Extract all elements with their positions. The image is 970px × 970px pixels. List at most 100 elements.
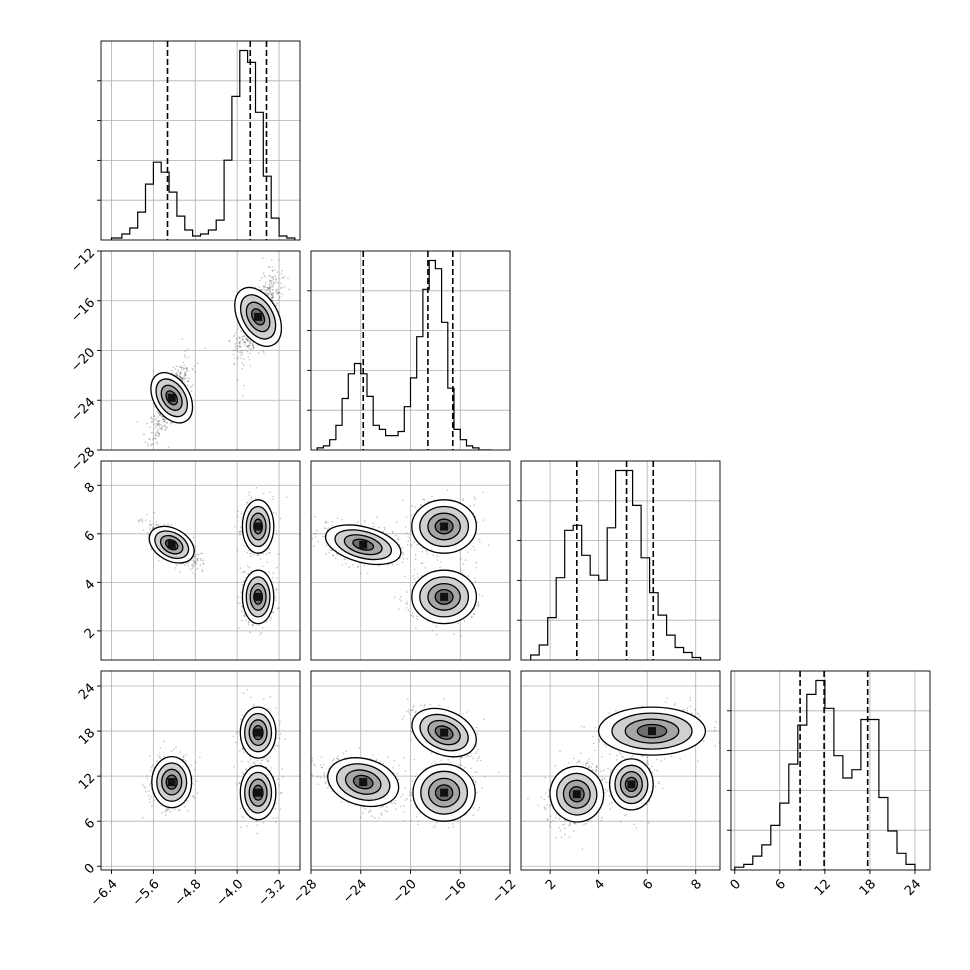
scatter-point — [414, 558, 417, 560]
scatter-point — [238, 345, 241, 348]
scatter-point — [373, 525, 375, 528]
scatter-point — [186, 348, 189, 351]
scatter-point — [270, 280, 273, 283]
scatter-point — [267, 288, 269, 291]
scatter-point — [436, 555, 438, 557]
scatter-point — [152, 523, 155, 525]
density-core-2 — [254, 592, 263, 601]
scatter-point — [163, 424, 166, 426]
scatter-point — [473, 496, 476, 498]
scatter-point — [150, 444, 152, 446]
scatter-point — [265, 553, 268, 555]
histogram-step-0 — [110, 49, 296, 240]
scatter-point — [246, 345, 249, 348]
scatter-point — [482, 491, 485, 494]
scatter-point — [239, 530, 241, 533]
scatter-point — [274, 275, 277, 277]
scatter-point — [393, 596, 396, 598]
scatter-point — [234, 525, 236, 528]
scatter-point — [161, 416, 164, 418]
scatter-point — [194, 371, 197, 374]
scatter-point — [187, 565, 189, 567]
scatter-point — [271, 296, 273, 298]
scatter-point — [194, 545, 197, 548]
panel-frame — [520, 460, 721, 661]
scatter-point — [343, 558, 345, 561]
scatter-point — [278, 259, 280, 261]
scatter-point — [250, 765, 252, 767]
scatter-point — [182, 756, 185, 758]
scatter-point — [238, 336, 241, 339]
scatter-point — [317, 540, 320, 543]
scatter-point — [247, 347, 250, 349]
scatter-point — [175, 564, 178, 567]
scatter-point — [249, 553, 251, 555]
scatter-point — [410, 530, 412, 533]
scatter-point — [275, 599, 277, 601]
scatter-point — [248, 358, 251, 361]
scatter-point — [158, 427, 160, 430]
scatter-point — [421, 562, 424, 564]
scatter-point — [156, 410, 158, 413]
scatter-point — [405, 602, 407, 605]
scatter-point — [192, 563, 195, 565]
scatter-point — [159, 414, 161, 416]
scatter-point — [244, 344, 246, 347]
scatter-point — [176, 375, 179, 377]
scatter-point — [244, 341, 246, 344]
scatter-point — [275, 290, 278, 292]
scatter-point — [477, 601, 479, 603]
scatter-point — [400, 595, 402, 598]
scatter-point — [239, 750, 241, 752]
scatter-point — [241, 584, 244, 586]
scatter-point — [154, 434, 157, 437]
scatter-point — [271, 576, 274, 579]
scatter-point — [402, 558, 405, 560]
scatter-point — [176, 374, 178, 376]
scatter-point — [150, 796, 152, 798]
scatter-point — [270, 276, 273, 278]
scatter-point — [401, 499, 404, 502]
scatter-point — [270, 293, 273, 296]
scatter-point — [152, 526, 155, 529]
scatter-point — [151, 443, 153, 446]
scatter-point — [195, 780, 198, 782]
scatter-point — [166, 426, 168, 429]
scatter-point — [236, 379, 239, 382]
scatter-point — [271, 294, 273, 297]
scatter-point — [240, 346, 243, 348]
scatter-point — [163, 420, 166, 423]
scatter-point — [436, 559, 439, 561]
scatter-point — [414, 506, 416, 508]
scatter-point — [278, 784, 280, 787]
scatter-point — [237, 596, 239, 598]
scatter-point — [271, 279, 273, 282]
scatter-point — [281, 286, 283, 289]
scatter-point — [275, 512, 278, 515]
scatter-point — [239, 343, 241, 345]
scatter-point — [200, 552, 202, 555]
scatter-point — [181, 377, 183, 379]
scatter-point — [244, 615, 247, 617]
scatter-point — [326, 528, 329, 531]
scatter-point — [464, 620, 466, 623]
scatter-point — [162, 418, 165, 421]
scatter-point — [185, 366, 187, 369]
scatter-point — [243, 614, 245, 617]
scatter-point — [283, 286, 286, 288]
scatter-point — [241, 747, 244, 750]
scatter-point — [268, 275, 271, 277]
scatter-point — [328, 527, 330, 529]
scatter-point — [184, 564, 186, 566]
scatter-point — [432, 554, 434, 557]
scatter-point — [167, 523, 169, 525]
scatter-point — [277, 299, 280, 301]
scatter-point — [193, 557, 195, 560]
scatter-point — [401, 561, 404, 564]
scatter-point — [150, 416, 152, 419]
scatter-point — [359, 572, 362, 575]
scatter-point — [275, 291, 278, 294]
density-core-1 — [440, 522, 449, 531]
scatter-point — [469, 505, 472, 508]
scatter-point — [240, 760, 243, 763]
